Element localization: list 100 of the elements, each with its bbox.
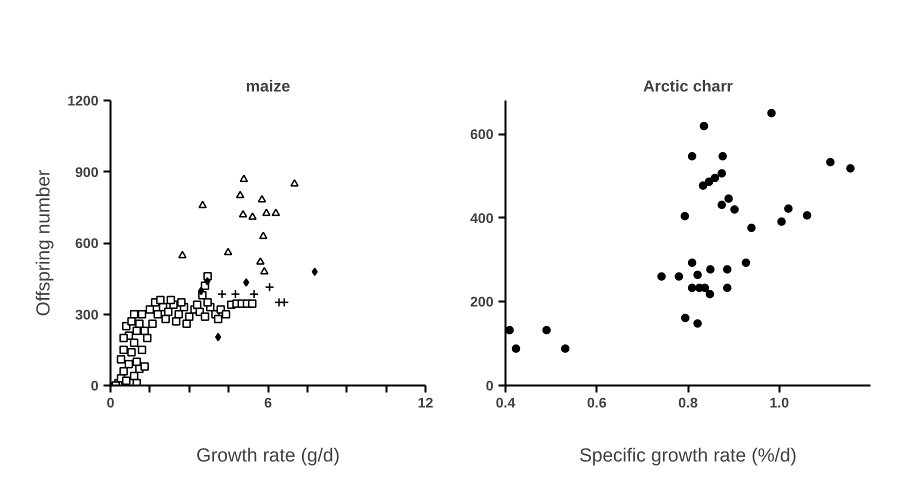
x-tick-label: 6 xyxy=(264,394,272,410)
point xyxy=(140,362,149,371)
point xyxy=(138,310,146,318)
point xyxy=(217,289,227,299)
point xyxy=(767,108,776,118)
point xyxy=(693,270,702,280)
point xyxy=(214,314,222,324)
point xyxy=(138,346,146,354)
y-tick-label: 200 xyxy=(470,294,494,310)
x-tick-label: 0.4 xyxy=(496,394,516,410)
point xyxy=(512,344,520,353)
point xyxy=(784,204,793,213)
y-tick-label: 400 xyxy=(470,210,494,226)
point xyxy=(119,334,128,342)
point xyxy=(161,314,170,324)
point xyxy=(238,210,248,218)
y-tick-label: 300 xyxy=(75,306,99,322)
y-tick-label: 0 xyxy=(90,378,99,394)
point xyxy=(846,164,855,173)
point xyxy=(718,169,726,178)
point xyxy=(130,310,138,318)
point xyxy=(178,250,187,258)
x-tick-label: 0.6 xyxy=(587,394,607,410)
point xyxy=(260,266,269,275)
point xyxy=(802,211,812,220)
point xyxy=(258,194,266,203)
point xyxy=(680,212,690,220)
x-axis-title: Growth rate (g/d) xyxy=(196,446,340,466)
point xyxy=(204,276,210,286)
y-tick-label: 600 xyxy=(470,126,494,142)
point xyxy=(119,367,128,376)
point xyxy=(777,217,786,226)
chart-title: maize xyxy=(246,78,290,96)
point xyxy=(264,282,274,292)
point xyxy=(688,284,696,292)
point xyxy=(280,298,290,308)
point xyxy=(140,326,149,336)
point xyxy=(724,194,733,203)
point xyxy=(742,258,750,267)
point xyxy=(698,181,708,190)
point xyxy=(248,212,257,220)
point xyxy=(718,152,727,160)
y-tick-label: 900 xyxy=(75,164,99,180)
point xyxy=(688,152,696,160)
point xyxy=(119,346,128,354)
point xyxy=(222,310,230,318)
point xyxy=(674,272,684,281)
point xyxy=(710,174,720,182)
point xyxy=(203,298,212,307)
point xyxy=(248,299,256,308)
point xyxy=(256,257,265,265)
point xyxy=(249,289,259,299)
point xyxy=(506,326,514,334)
point xyxy=(124,360,134,368)
point xyxy=(182,320,191,328)
point xyxy=(224,248,232,256)
point xyxy=(826,158,835,166)
point xyxy=(148,320,157,328)
point xyxy=(722,284,732,292)
point xyxy=(122,376,130,385)
point xyxy=(240,174,248,182)
point xyxy=(700,122,708,130)
point xyxy=(706,265,715,274)
point xyxy=(198,200,207,208)
y-tick-label: 600 xyxy=(75,235,99,251)
point xyxy=(259,232,268,240)
point xyxy=(156,296,165,304)
point xyxy=(198,286,204,296)
point xyxy=(130,338,138,347)
point xyxy=(192,300,202,309)
point xyxy=(127,348,136,356)
point xyxy=(166,296,176,304)
point xyxy=(215,332,222,342)
y-tick-label: 1200 xyxy=(67,92,99,108)
point xyxy=(172,317,180,326)
point xyxy=(143,334,152,342)
point xyxy=(290,179,299,187)
x-tick-label: 12 xyxy=(418,394,434,410)
point xyxy=(243,278,250,287)
x-tick-label: 1.0 xyxy=(770,394,790,410)
x-tick-label: 0.8 xyxy=(678,394,698,410)
x-axis-title: Specific growth rate (%/d) xyxy=(579,446,797,466)
point xyxy=(236,190,244,198)
point xyxy=(718,200,726,210)
y-axis-title: Offspring number xyxy=(33,169,54,316)
point xyxy=(135,320,144,328)
y-tick-label: 0 xyxy=(486,378,494,394)
point xyxy=(681,314,690,322)
point xyxy=(230,289,240,299)
x-tick-label: 0 xyxy=(106,394,115,410)
point xyxy=(730,205,739,214)
point xyxy=(704,178,714,186)
point xyxy=(561,344,570,353)
point xyxy=(200,312,210,321)
point xyxy=(688,258,696,267)
point xyxy=(146,305,154,314)
chart-title: Arctic charr xyxy=(643,78,733,96)
point xyxy=(262,208,271,216)
point xyxy=(177,298,186,307)
point xyxy=(272,208,280,216)
